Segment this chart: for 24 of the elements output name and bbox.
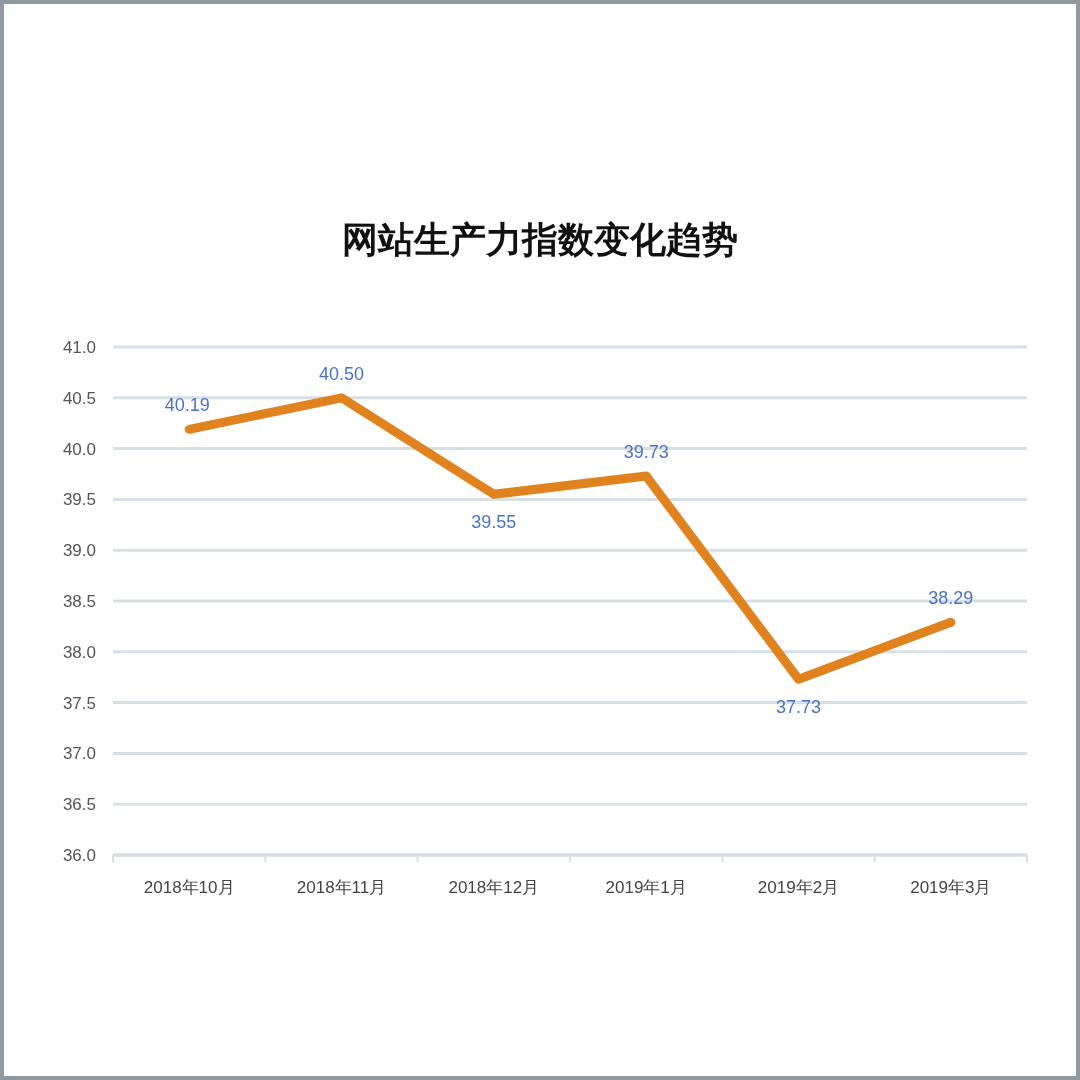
data-label: 37.73 (775, 697, 822, 718)
chart-title: 网站生产力指数变化趋势 (342, 219, 738, 260)
data-label: 38.29 (928, 588, 974, 609)
x-tick-label: 2018年10月 (143, 878, 235, 897)
data-label: 39.73 (623, 442, 669, 463)
data-label: 40.50 (318, 363, 365, 384)
y-tick-label: 38.0 (62, 642, 96, 662)
x-tick-label: 2018年12月 (448, 878, 540, 897)
y-tick-label: 39.5 (62, 490, 96, 510)
x-tick-label: 2019年2月 (757, 878, 840, 897)
y-tick-label: 41.0 (62, 338, 96, 357)
y-tick-label: 40.0 (62, 439, 96, 459)
y-tick-label: 37.0 (62, 744, 96, 764)
y-tick-label: 37.5 (62, 693, 96, 713)
y-tick-label: 36.0 (62, 846, 96, 865)
y-tick-label: 36.5 (62, 795, 96, 815)
x-tick-label: 2018年11月 (296, 878, 387, 897)
y-tick-label: 39.0 (62, 541, 96, 561)
y-tick-label: 40.5 (62, 388, 96, 408)
data-label: 39.55 (471, 512, 517, 533)
data-label: 40.19 (164, 395, 210, 416)
y-tick-label: 38.5 (62, 592, 96, 611)
x-tick-label: 2019年1月 (605, 878, 687, 897)
x-tick-label: 2019年3月 (910, 878, 992, 897)
